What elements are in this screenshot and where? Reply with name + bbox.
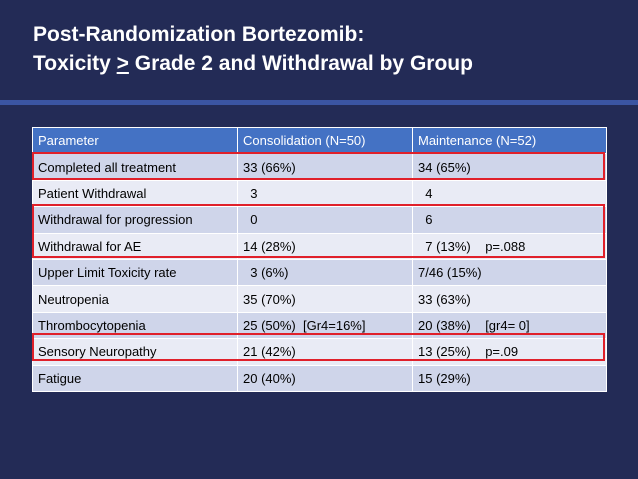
cell-consolidation: 21 (42%) (237, 338, 413, 366)
table-row: Fatigue 20 (40%) 15 (29%) (32, 364, 607, 392)
title-line-2: Toxicity > Grade 2 and Withdrawal by Gro… (33, 49, 473, 78)
cell-parameter: Upper Limit Toxicity rate (32, 258, 238, 287)
cell-maintenance: 20 (38%) [gr4= 0] (412, 311, 607, 340)
cell-maintenance: 7 (13%) p=.088 (412, 232, 607, 260)
cell-parameter: Neutropenia (32, 285, 238, 313)
cell-parameter: Withdrawal for AE (32, 232, 238, 260)
cell-consolidation: 3 (6%) (237, 258, 413, 287)
cell-consolidation: 3 (237, 179, 413, 208)
header-parameter: Parameter (32, 126, 238, 155)
cell-maintenance: 7/46 (15%) (412, 258, 607, 287)
cell-maintenance: 13 (25%) p=.09 (412, 338, 607, 366)
table-row: Completed all treatment 33 (66%) 34 (65%… (32, 153, 607, 181)
table-row: Upper Limit Toxicity rate 3 (6%) 7/46 (1… (32, 258, 607, 287)
cell-maintenance: 33 (63%) (412, 285, 607, 313)
cell-maintenance: 34 (65%) (412, 153, 607, 181)
cell-consolidation: 0 (237, 206, 413, 234)
table-row: Patient Withdrawal 3 4 (32, 179, 607, 208)
table-row: Withdrawal for AE 14 (28%) 7 (13%) p=.08… (32, 232, 607, 260)
cell-maintenance: 15 (29%) (412, 364, 607, 392)
cell-consolidation: 25 (50%) [Gr4=16%] (237, 311, 413, 340)
table-row: Neutropenia 35 (70%) 33 (63%) (32, 285, 607, 313)
cell-consolidation: 20 (40%) (237, 364, 413, 392)
cell-maintenance: 6 (412, 206, 607, 234)
table-row: Withdrawal for progression 0 6 (32, 206, 607, 234)
title-line-1: Post-Randomization Bortezomib: (33, 23, 365, 46)
cell-consolidation: 33 (66%) (237, 153, 413, 181)
title-divider (0, 100, 638, 105)
cell-parameter: Fatigue (32, 364, 238, 392)
header-maintenance: Maintenance (N=52) (412, 126, 607, 155)
cell-parameter: Thrombocytopenia (32, 311, 238, 340)
table-row: Sensory Neuropathy 21 (42%) 13 (25%) p=.… (32, 338, 607, 366)
slide-title: Post-Randomization Bortezomib: Toxicity … (33, 20, 473, 78)
cell-parameter: Patient Withdrawal (32, 179, 238, 208)
cell-consolidation: 35 (70%) (237, 285, 413, 313)
table-row: Thrombocytopenia 25 (50%) [Gr4=16%] 20 (… (32, 311, 607, 340)
cell-maintenance: 4 (412, 179, 607, 208)
cell-parameter: Sensory Neuropathy (32, 338, 238, 366)
cell-parameter: Completed all treatment (32, 153, 238, 181)
cell-parameter: Withdrawal for progression (32, 206, 238, 234)
cell-consolidation: 14 (28%) (237, 232, 413, 260)
toxicity-table: Parameter Consolidation (N=50) Maintenan… (32, 126, 607, 392)
greater-or-equal-symbol: > (116, 52, 129, 75)
title-line-2-suffix: Grade 2 and Withdrawal by Group (128, 52, 473, 75)
title-line-2-prefix: Toxicity (33, 52, 117, 75)
header-consolidation: Consolidation (N=50) (237, 126, 413, 155)
table-header-row: Parameter Consolidation (N=50) Maintenan… (32, 126, 607, 155)
